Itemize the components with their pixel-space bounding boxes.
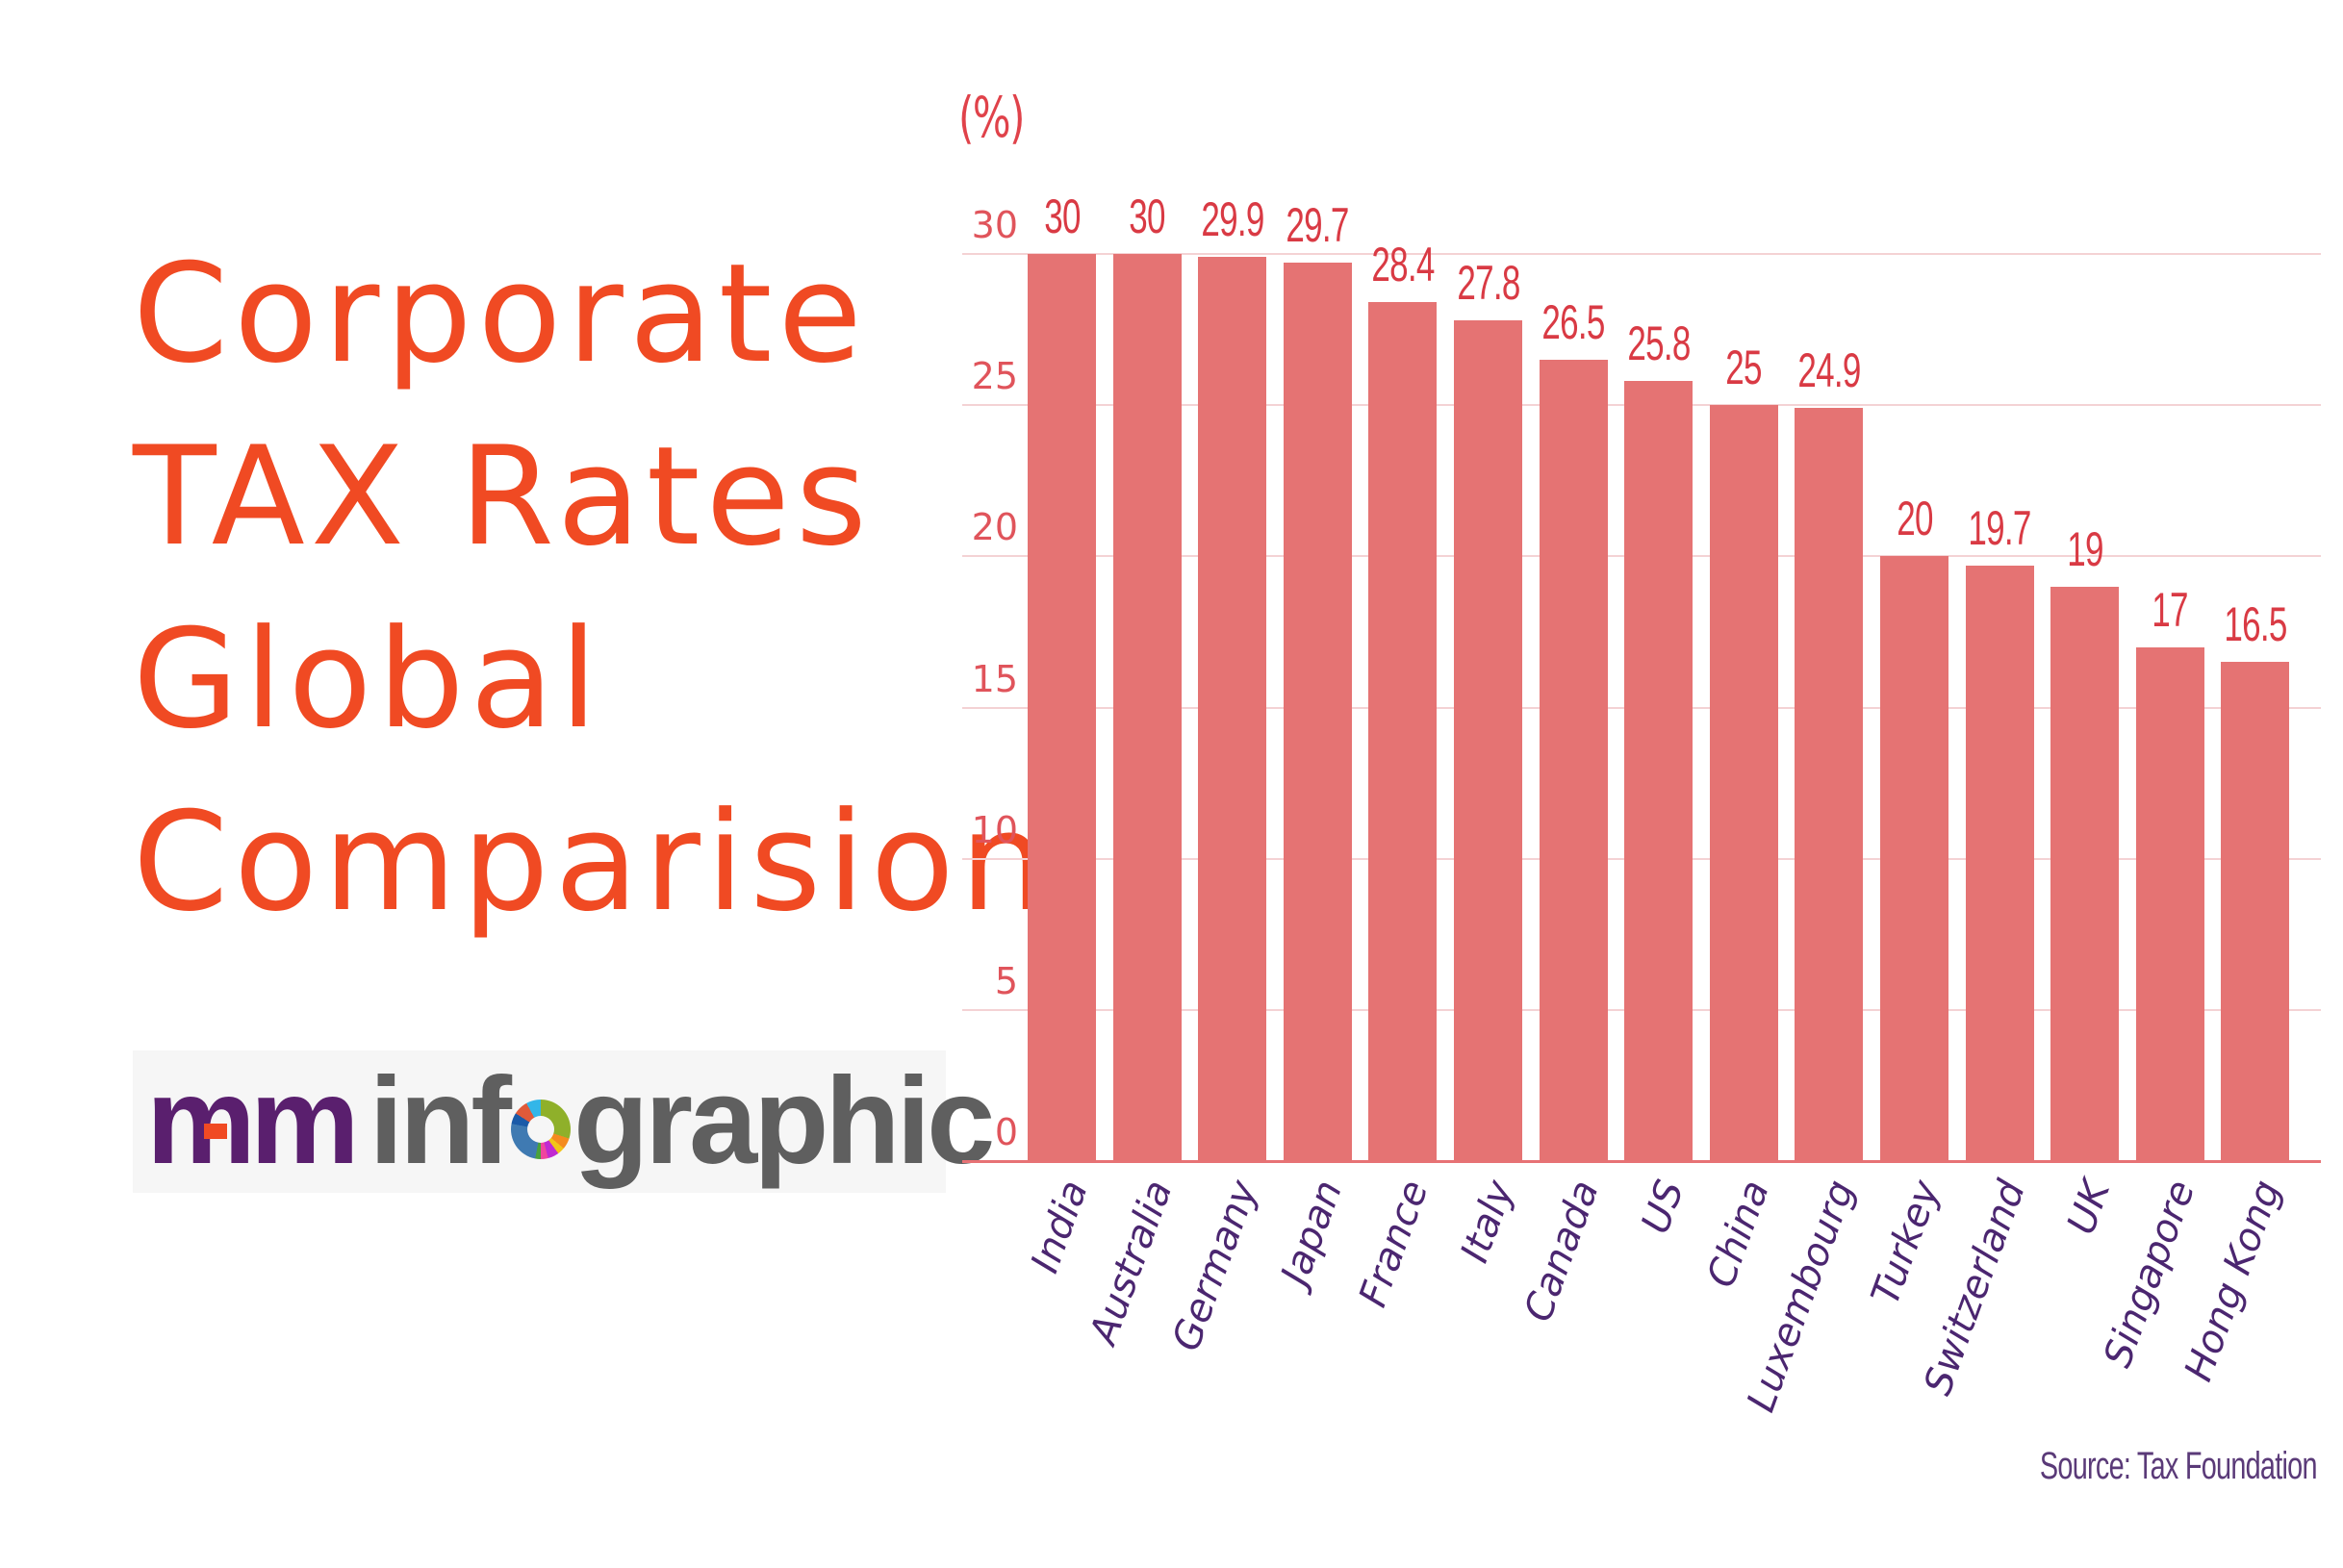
- value-label: 29.7: [1286, 198, 1350, 253]
- y-tick-label: 0: [994, 1111, 1018, 1153]
- bar-hong-kong: [2221, 662, 2290, 1161]
- bar-uk: [2050, 586, 2120, 1161]
- value-label: 19: [2066, 521, 2103, 576]
- bar-canada: [1539, 360, 1608, 1161]
- logo-dash-icon: [204, 1124, 227, 1139]
- x-axis-baseline: [962, 1160, 2321, 1163]
- bar-germany: [1198, 257, 1267, 1161]
- bar-india: [1028, 254, 1096, 1161]
- gridline: [962, 253, 2321, 255]
- value-label: 17: [2152, 582, 2189, 637]
- bar-italy: [1454, 320, 1522, 1161]
- logo-wordmark: inf graphic: [369, 1052, 996, 1190]
- value-label: 25.8: [1627, 316, 1691, 371]
- x-category-label: Japan: [1273, 1175, 1352, 1291]
- x-category-label: Turkey: [1862, 1175, 1948, 1311]
- x-category-label: France: [1350, 1175, 1438, 1313]
- color-wheel-icon: [511, 1100, 571, 1159]
- y-tick-label: 5: [994, 959, 1018, 1002]
- bar-japan: [1283, 263, 1352, 1161]
- y-tick-label: 15: [971, 657, 1018, 700]
- source-note: Source: Tax Foundation: [2040, 1445, 2318, 1487]
- y-tick-label: 25: [971, 355, 1018, 398]
- value-label: 25: [1725, 341, 1763, 395]
- bar-us: [1624, 381, 1694, 1161]
- infographic-logo: mm inf graphic: [133, 1050, 995, 1193]
- value-label: 24.9: [1797, 343, 1861, 398]
- logo-word-before: inf: [369, 1052, 512, 1190]
- x-category-label: China: [1698, 1175, 1779, 1294]
- title-line-2: TAX Rates: [133, 417, 873, 576]
- y-axis-unit-label: (%): [958, 85, 1025, 150]
- x-category-label: Australia: [1081, 1175, 1182, 1351]
- y-tick-label: 10: [971, 808, 1018, 851]
- x-category-label: UK: [2058, 1175, 2119, 1241]
- value-label: 27.8: [1456, 256, 1520, 311]
- bar-australia: [1112, 254, 1182, 1161]
- value-label: 29.9: [1201, 192, 1264, 247]
- value-label: 19.7: [1968, 500, 2031, 555]
- title-line-1: Corporate: [133, 235, 868, 393]
- x-category-label: Canada: [1515, 1175, 1608, 1328]
- value-label: 16.5: [2224, 597, 2287, 652]
- bar-france: [1368, 302, 1438, 1161]
- bar-switzerland: [1965, 565, 2034, 1161]
- x-category-label: Italy: [1451, 1175, 1522, 1269]
- bar-turkey: [1880, 556, 1948, 1161]
- logo-mark: mm: [146, 1052, 360, 1190]
- value-label: 26.5: [1541, 295, 1605, 350]
- bar-singapore: [2135, 646, 2204, 1161]
- value-label: 30: [1129, 190, 1165, 243]
- value-label: 20: [1896, 492, 1933, 546]
- bar-china: [1709, 405, 1778, 1161]
- value-label: 30: [1043, 190, 1081, 243]
- x-category-label: India: [1022, 1175, 1097, 1279]
- bar-luxembourg: [1795, 408, 1864, 1161]
- y-tick-label: 20: [971, 506, 1018, 549]
- logo-word-after: graphic: [573, 1052, 995, 1190]
- y-tick-label: 30: [971, 204, 1018, 246]
- title-line-4: Comparision: [133, 783, 1053, 942]
- title-line-3: Global: [133, 600, 603, 759]
- x-category-label: US: [1633, 1175, 1693, 1240]
- page-title: Corporate TAX Rates Global Comparision: [133, 223, 1053, 954]
- value-label: 28.4: [1371, 238, 1435, 292]
- x-category-label: Germany: [1163, 1175, 1266, 1357]
